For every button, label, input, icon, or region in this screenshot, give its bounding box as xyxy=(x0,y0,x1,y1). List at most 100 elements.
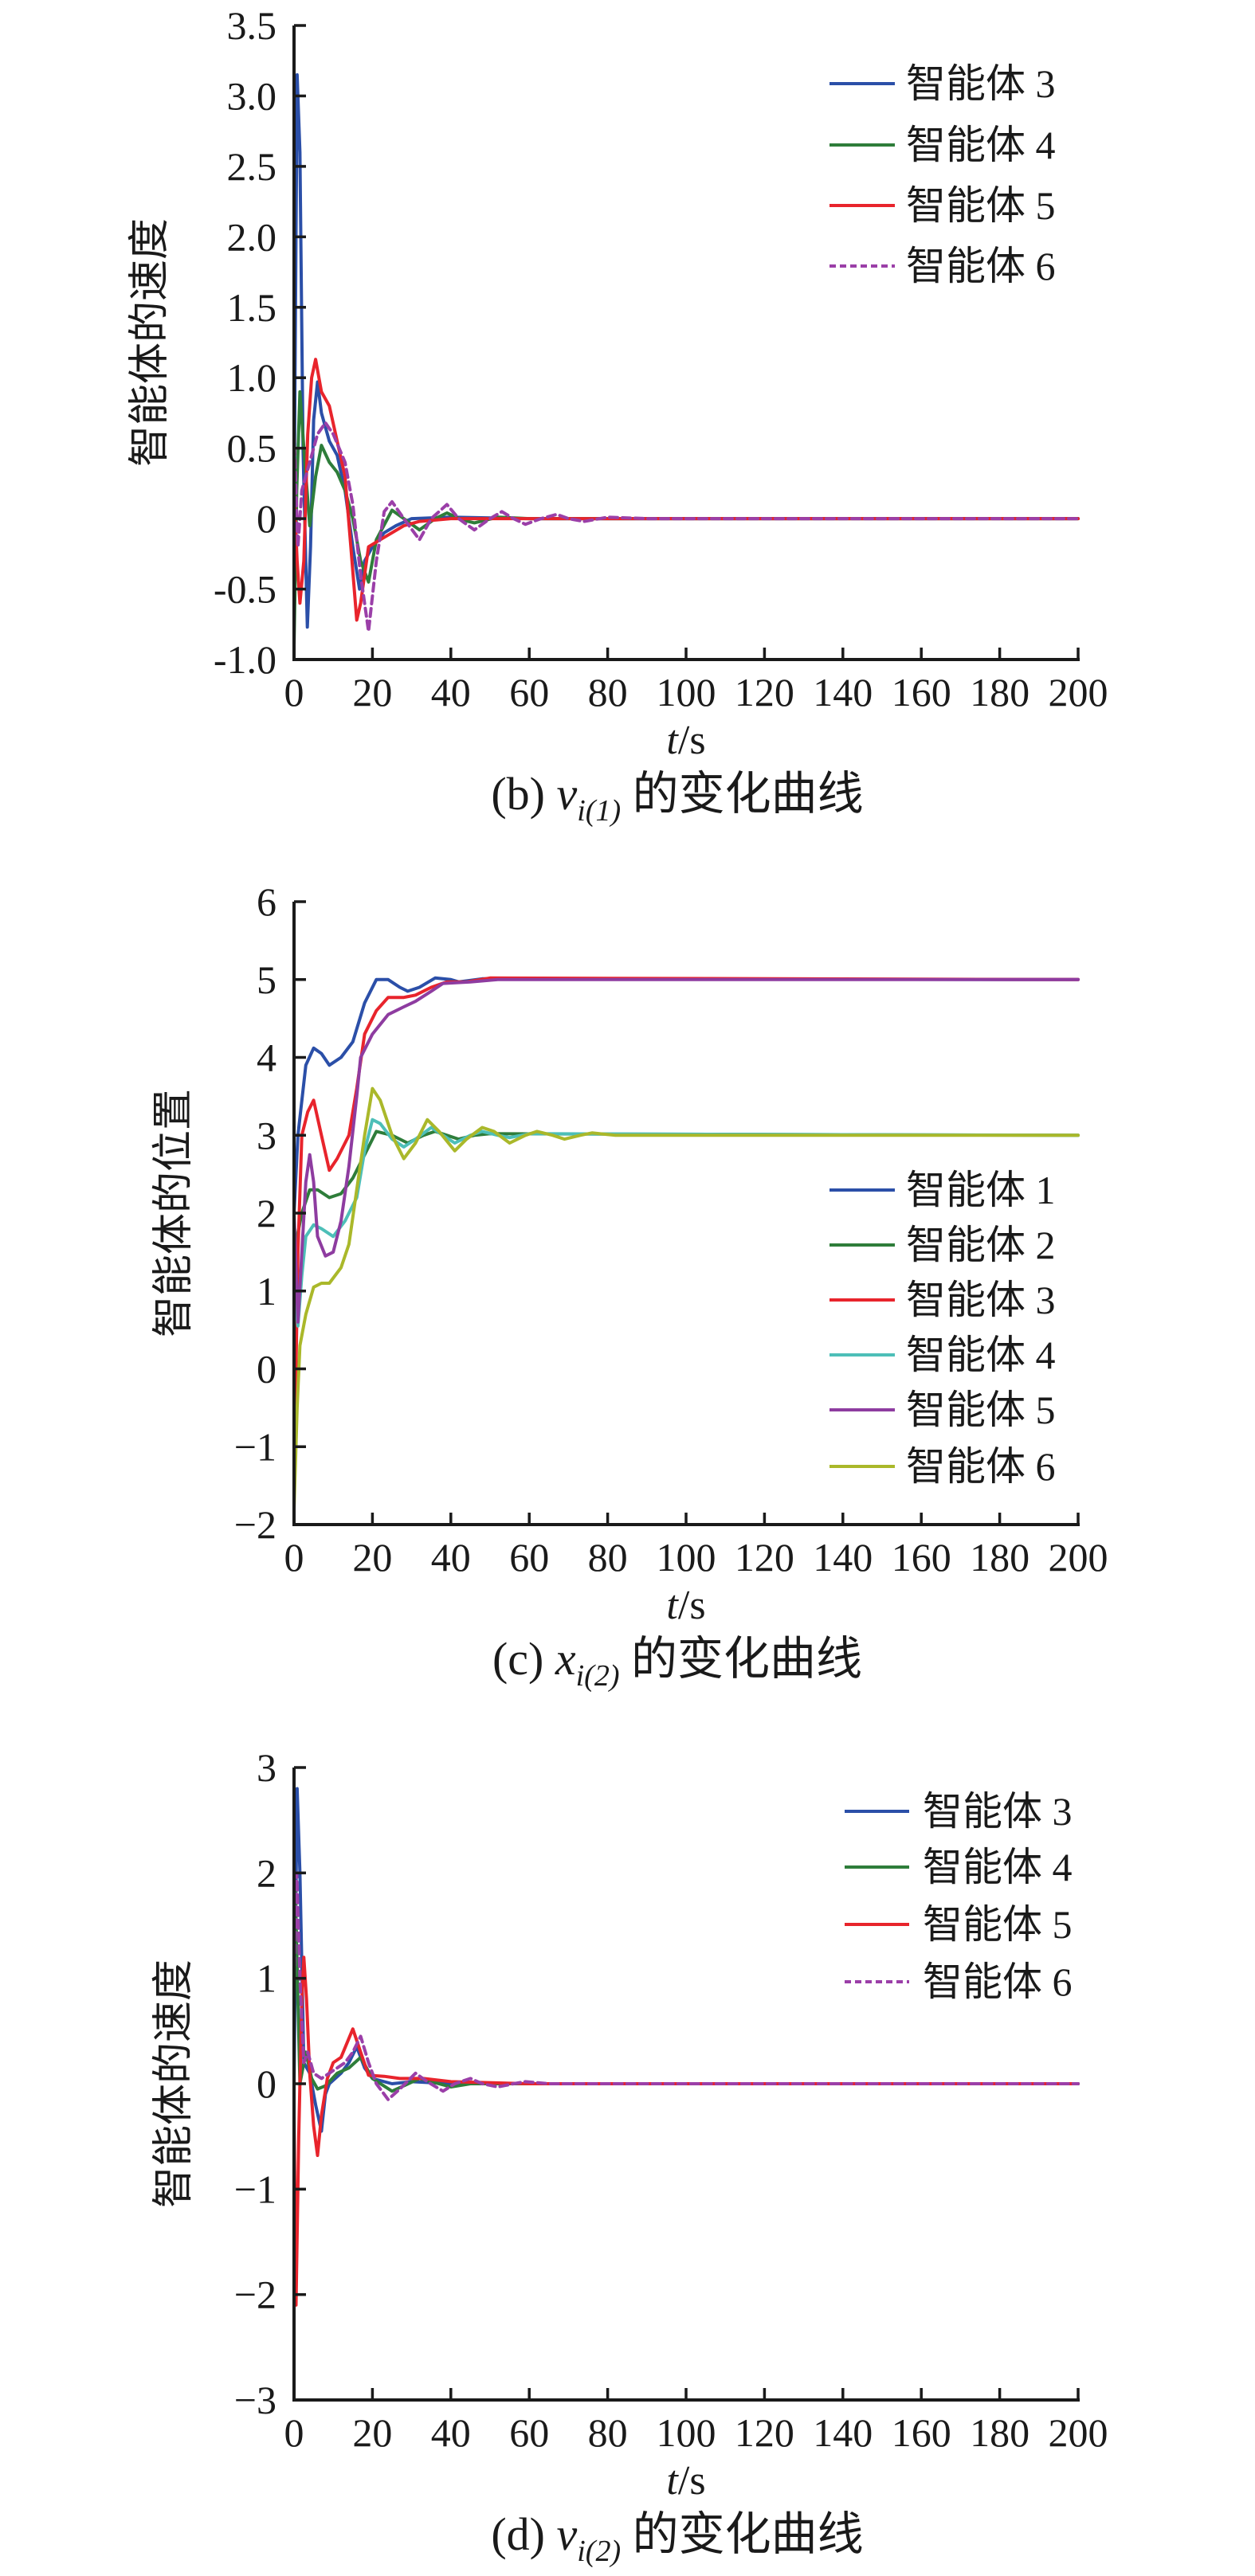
y-tick-label: 0 xyxy=(257,1347,276,1392)
legend-label: 智能体 5 xyxy=(906,183,1056,228)
y-tick-label: 1 xyxy=(257,1269,276,1313)
y-tick-label: 5 xyxy=(257,957,276,1002)
x-tick-label: 60 xyxy=(509,670,549,714)
series-line-b-2 xyxy=(292,358,1080,622)
y-tick-label: 3 xyxy=(257,1113,276,1157)
series-line-d-3 xyxy=(292,1871,1080,2101)
legend-label: 智能体 6 xyxy=(906,1444,1056,1489)
y-axis-label: 智能体的速度 xyxy=(151,1959,197,2208)
y-tick-label: -1.0 xyxy=(214,637,276,682)
caption-prefix: (d) xyxy=(491,2508,556,2560)
y-tick-label: 2 xyxy=(257,1191,276,1235)
series-line-b-3 xyxy=(292,421,1080,633)
series-line-c-4 xyxy=(292,977,1080,1324)
x-tick-label: 80 xyxy=(588,670,628,714)
legend-label: 智能体 4 xyxy=(906,123,1056,167)
x-axis-label-var: t xyxy=(666,1583,679,1628)
caption-variable: x xyxy=(555,1633,576,1685)
y-tick-label: −2 xyxy=(234,1502,276,1547)
x-tick-label: 40 xyxy=(431,670,471,714)
x-tick-label: 180 xyxy=(970,1535,1029,1580)
y-tick-label: 6 xyxy=(257,879,276,924)
x-tick-label: 140 xyxy=(813,1535,873,1580)
x-axis-label-unit: /s xyxy=(678,1583,706,1628)
x-tick-label: 140 xyxy=(813,2410,873,2455)
legend-label: 智能体 2 xyxy=(906,1223,1056,1267)
x-tick-label: 160 xyxy=(892,670,951,714)
caption-subscript: i(1) xyxy=(577,794,621,828)
x-axis-label-unit: /s xyxy=(678,2458,706,2504)
legend-label: 智能体 3 xyxy=(906,61,1056,106)
x-axis-label: t/s xyxy=(666,718,705,763)
y-tick-label: 3.5 xyxy=(227,3,277,48)
y-tick-label: 1 xyxy=(257,1956,276,2001)
x-tick-label: 160 xyxy=(892,1535,951,1580)
y-tick-label: 3.0 xyxy=(227,73,277,118)
x-tick-label: 80 xyxy=(588,2410,628,2455)
series-line-b-0 xyxy=(292,72,1080,629)
x-tick-label: 200 xyxy=(1049,670,1108,714)
x-tick-label: 60 xyxy=(509,2410,549,2455)
x-tick-label: 100 xyxy=(657,670,716,714)
y-axis-label: 智能体的位置 xyxy=(151,1089,197,1337)
chart-caption: (c) xi(2) 的变化曲线 xyxy=(492,1633,862,1693)
y-tick-label: 1.0 xyxy=(227,355,277,400)
y-tick-label: −2 xyxy=(234,2273,276,2317)
legend-label: 智能体 3 xyxy=(923,1789,1073,1834)
x-tick-label: 20 xyxy=(352,2410,392,2455)
caption-suffix: 的变化曲线 xyxy=(619,1633,862,1685)
series-line-c-5 xyxy=(292,1086,1080,1511)
legend-label: 智能体 5 xyxy=(906,1388,1056,1432)
y-tick-label: 2 xyxy=(257,1850,276,1895)
x-tick-label: 180 xyxy=(970,670,1029,714)
y-tick-label: 4 xyxy=(257,1035,276,1080)
x-tick-label: 20 xyxy=(352,1535,392,1580)
x-tick-label: 200 xyxy=(1049,2410,1108,2455)
legend-label: 智能体 4 xyxy=(906,1333,1056,1377)
x-tick-label: 20 xyxy=(352,670,392,714)
caption-suffix: 的变化曲线 xyxy=(621,2508,864,2560)
caption-variable: v xyxy=(557,2508,578,2560)
y-tick-label: 2.0 xyxy=(227,214,277,259)
x-tick-label: 0 xyxy=(284,670,304,714)
series-line-c-3 xyxy=(292,1118,1080,1328)
caption-prefix: (b) xyxy=(491,768,556,820)
x-axis-label-var: t xyxy=(666,2458,679,2504)
caption-variable: v xyxy=(557,768,578,820)
y-tick-label: -0.5 xyxy=(214,567,276,612)
y-tick-label: 0 xyxy=(257,496,276,541)
chart-caption: (b) vi(1) 的变化曲线 xyxy=(491,768,863,828)
x-tick-label: 100 xyxy=(657,1535,716,1580)
caption-prefix: (c) xyxy=(492,1633,555,1685)
legend-label: 智能体 3 xyxy=(906,1278,1056,1322)
legend: 智能体 3 智能体 4 智能体 5 智能体 6 xyxy=(845,1789,1073,2004)
y-tick-label: 1.5 xyxy=(227,285,277,330)
x-axis-label: t/s xyxy=(666,2458,705,2504)
x-tick-label: 120 xyxy=(735,670,794,714)
x-axis-label: t/s xyxy=(666,1583,705,1628)
x-axis-label-var: t xyxy=(666,718,679,763)
y-tick-label: 0 xyxy=(257,2061,276,2106)
x-tick-label: 40 xyxy=(431,2410,471,2455)
legend-label: 智能体 1 xyxy=(906,1168,1056,1212)
y-tick-label: −1 xyxy=(234,1424,276,1469)
x-tick-label: 200 xyxy=(1049,1535,1108,1580)
legend: 智能体 1 智能体 2 智能体 3 智能体 4 智能体 5 智能体 6 xyxy=(829,1168,1056,1489)
chart-caption: (d) vi(2) 的变化曲线 xyxy=(491,2508,863,2568)
x-tick-label: 180 xyxy=(970,2410,1029,2455)
y-tick-label: 2.5 xyxy=(227,144,277,189)
caption-subscript: i(2) xyxy=(576,1659,620,1693)
caption-subscript: i(2) xyxy=(577,2535,621,2568)
x-tick-label: 0 xyxy=(284,1535,304,1580)
y-axis-label: 智能体的速度 xyxy=(127,218,173,467)
x-tick-label: 140 xyxy=(813,670,873,714)
legend-label: 智能体 6 xyxy=(906,244,1056,288)
series-line-d-2 xyxy=(292,1955,1080,2307)
x-tick-label: 0 xyxy=(284,2410,304,2455)
y-tick-label: 0.5 xyxy=(227,426,277,471)
x-tick-label: 60 xyxy=(509,1535,549,1580)
legend: 智能体 3 智能体 4 智能体 5 智能体 6 xyxy=(829,61,1056,288)
